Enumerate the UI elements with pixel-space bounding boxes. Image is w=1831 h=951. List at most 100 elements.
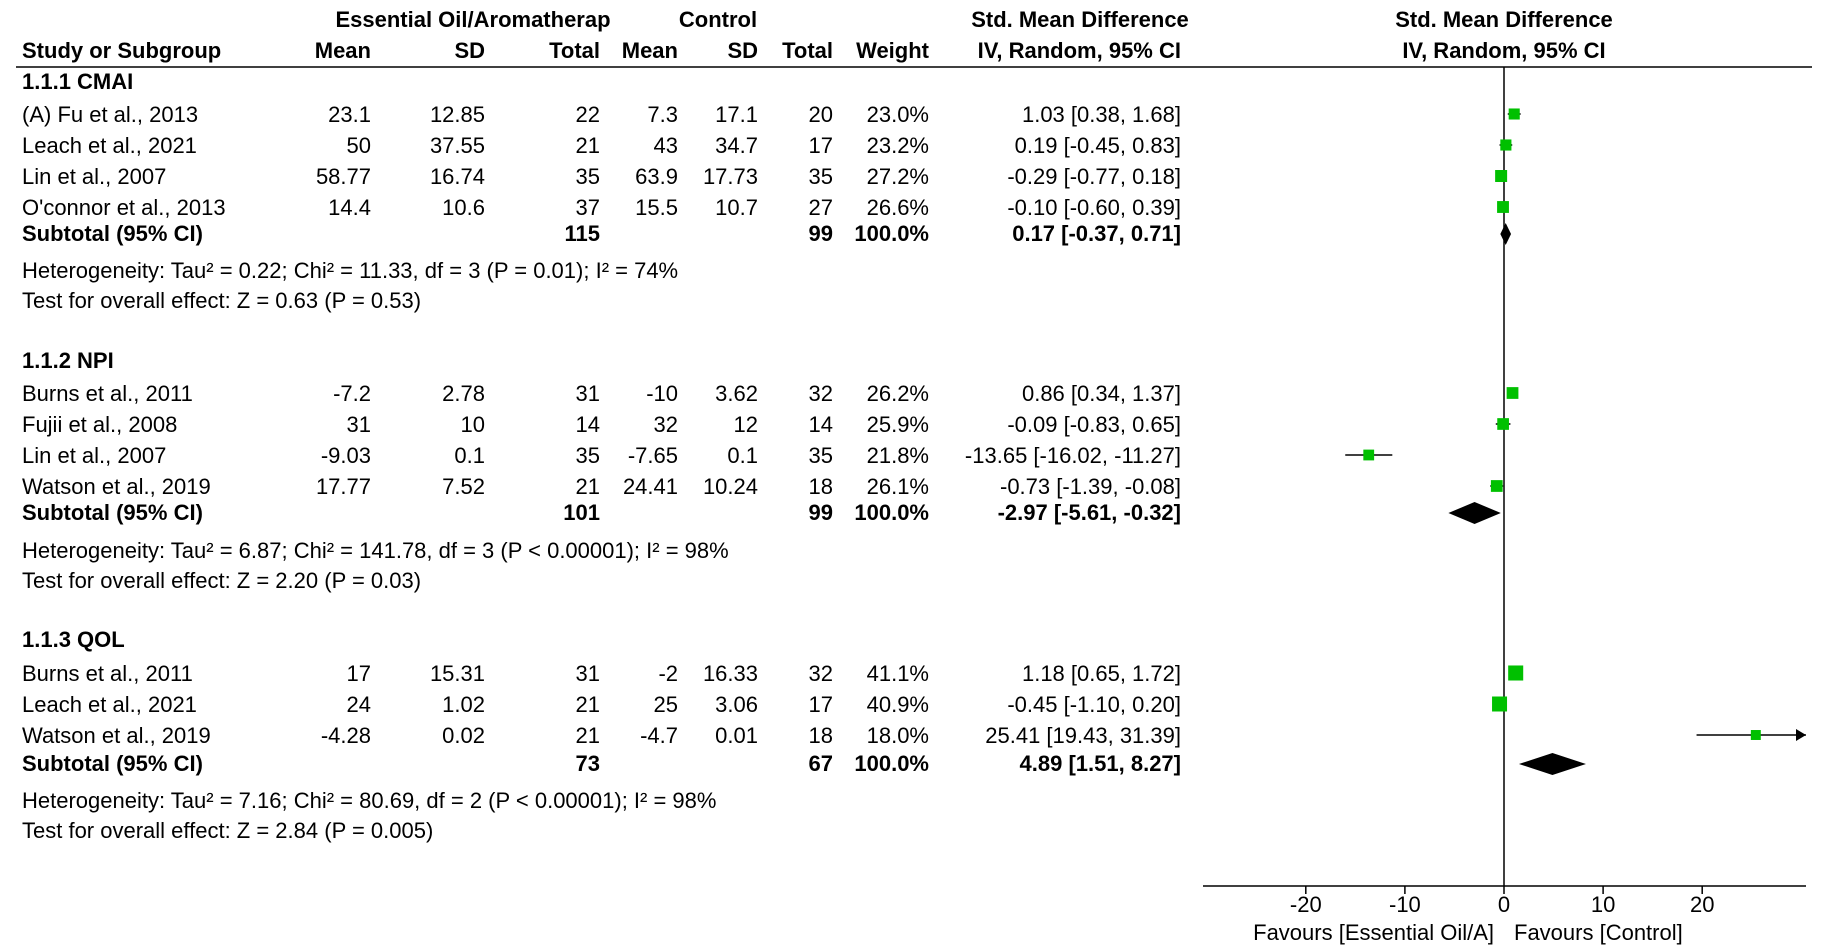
group-2-study-4-total2: 18 <box>809 474 833 499</box>
group-2-study-4-mean1: 17.77 <box>316 474 371 499</box>
group-3-subtotal-weight: 100.0% <box>854 751 929 776</box>
group-3-study-3-study: Watson et al., 2019 <box>22 723 211 748</box>
group-3-study-1-mean1: 17 <box>347 661 371 686</box>
group-2-subtotal-total1: 101 <box>563 500 600 525</box>
group-2-study-2-point <box>1497 418 1509 430</box>
x-tick-label-5: 20 <box>1690 892 1714 917</box>
column-header-method: IV, Random, 95% CI <box>978 38 1181 63</box>
group-1-study-3-sd1: 16.74 <box>430 164 485 189</box>
group-1-study-1-weight: 23.0% <box>867 102 929 127</box>
group-1-study-3-sd2: 17.73 <box>703 164 758 189</box>
group-2-study-3-sd1: 0.1 <box>454 443 485 468</box>
group-2-study-1-total1: 31 <box>576 381 600 406</box>
group-2-study-2-total1: 14 <box>576 412 600 437</box>
group-1-study-4-mean1: 14.4 <box>328 195 371 220</box>
group-3-overall-effect: Test for overall effect: Z = 2.84 (P = 0… <box>22 818 433 843</box>
column-header-total2: Total <box>782 38 833 63</box>
group-3-subtotal-total2: 67 <box>809 751 833 776</box>
group-2-study-4-point <box>1490 480 1503 492</box>
group-2-title: 1.1.2 NPI <box>22 348 114 373</box>
group-2-study-3-point <box>1363 449 1375 461</box>
group-2-study-3-ci: -13.65 [-16.02, -11.27] <box>965 443 1181 468</box>
group-2-study-4-ci: -0.73 [-1.39, -0.08] <box>1000 474 1181 499</box>
group-3-subtotal-total1: 73 <box>576 751 600 776</box>
column-header-weight: Weight <box>856 38 930 63</box>
group-3-study-1-study: Burns et al., 2011 <box>22 661 193 686</box>
group-1-study-2-total1: 21 <box>576 133 600 158</box>
column-header-total1: Total <box>549 38 600 63</box>
group-1-study-2-sd2: 34.7 <box>715 133 758 158</box>
group-2-study-3-weight: 21.8% <box>867 443 929 468</box>
group-1-subtotal-ci: 0.17 [-0.37, 0.71] <box>1012 221 1181 246</box>
group-3-study-1-total2: 32 <box>809 661 833 686</box>
group-2-study-4-sd2: 10.24 <box>703 474 758 499</box>
group-2-study-1-weight: 26.2% <box>867 381 929 406</box>
group-1-study-1-point <box>1508 108 1520 120</box>
group-3-study-2-sd2: 3.06 <box>715 692 758 717</box>
group-2-study-2-sd1: 10 <box>461 412 485 437</box>
group-3-study-1-weight: 41.1% <box>867 661 929 686</box>
group-2-study-4-weight: 26.1% <box>867 474 929 499</box>
group-3-study-3-weight: 18.0% <box>867 723 929 748</box>
group-1-study-2-ci: 0.19 [-0.45, 0.83] <box>1015 133 1181 158</box>
group-1-study-2-mean2: 43 <box>654 133 678 158</box>
group-2-study-2-study: Fujii et al., 2008 <box>22 412 177 437</box>
group-3-study-3-mean1: -4.28 <box>321 723 371 748</box>
group-1-study-1-total2: 20 <box>809 102 833 127</box>
group-3-study-2-study: Leach et al., 2021 <box>22 692 197 717</box>
group-3-study-3-ci: 25.41 [19.43, 31.39] <box>985 723 1181 748</box>
group-1-study-4-sd1: 10.6 <box>442 195 485 220</box>
group-1-study-4-ci: -0.10 [-0.60, 0.39] <box>1007 195 1181 220</box>
group-2-overall-effect: Test for overall effect: Z = 2.20 (P = 0… <box>22 568 421 593</box>
group-3-study-3-total2: 18 <box>809 723 833 748</box>
group-3-subtotal-label: Subtotal (95% CI) <box>22 751 203 776</box>
group-2-study-1-sd1: 2.78 <box>442 381 485 406</box>
group-1-study-1-sd1: 12.85 <box>430 102 485 127</box>
group-2-study-2-mean1: 31 <box>347 412 371 437</box>
favours-right-label: Favours [Control] <box>1514 920 1683 945</box>
group-2-heterogeneity: Heterogeneity: Tau² = 6.87; Chi² = 141.7… <box>22 538 729 563</box>
group-1-study-3-total1: 35 <box>576 164 600 189</box>
group-2-subtotal-total2: 99 <box>809 500 833 525</box>
group-1-study-4-study: O'connor et al., 2013 <box>22 195 226 220</box>
group-1-study-4-point <box>1497 201 1509 213</box>
group-1-title: 1.1.1 CMAI <box>22 69 133 94</box>
group-1-subtotal-total1: 115 <box>565 221 601 246</box>
group-1-study-4-mean2: 15.5 <box>635 195 678 220</box>
group-2-study-2-weight: 25.9% <box>867 412 929 437</box>
group-2-study-1-mean1: -7.2 <box>333 381 371 406</box>
header-group2: Control <box>679 7 757 32</box>
group-1-study-2-sd1: 37.55 <box>430 133 485 158</box>
group-1-study-2-mean1: 50 <box>347 133 371 158</box>
group-1-study-3-total2: 35 <box>809 164 833 189</box>
group-2-study-1-mean2: -10 <box>646 381 678 406</box>
group-1-study-2-study: Leach et al., 2021 <box>22 133 197 158</box>
group-2-subtotal-label: Subtotal (95% CI) <box>22 500 203 525</box>
group-2-study-3-mean1: -9.03 <box>321 443 371 468</box>
group-3-subtotal-diamond <box>1518 753 1586 775</box>
group-2-study-3-mean2: -7.65 <box>628 443 678 468</box>
group-3-study-3-ci-arrow <box>1796 729 1806 741</box>
plot-header-method: IV, Random, 95% CI <box>1402 38 1605 63</box>
column-header-study: Study or Subgroup <box>22 38 221 63</box>
group-1-heterogeneity: Heterogeneity: Tau² = 0.22; Chi² = 11.33… <box>22 258 678 283</box>
group-3-study-2-mean1: 24 <box>347 692 371 717</box>
group-3-study-3-mean2: -4.7 <box>640 723 678 748</box>
favours-left-label: Favours [Essential Oil/A] <box>1253 920 1494 945</box>
group-3-study-2-sd1: 1.02 <box>442 692 485 717</box>
header-group1: Essential Oil/Aromatherap <box>335 7 610 32</box>
group-2-study-2-ci: -0.09 [-0.83, 0.65] <box>1007 412 1181 437</box>
group-1-study-1-ci: 1.03 [0.38, 1.68] <box>1022 102 1181 127</box>
column-header-sd1: SD <box>454 38 485 63</box>
group-3-study-2-weight: 40.9% <box>867 692 929 717</box>
group-2-study-3-total1: 35 <box>576 443 600 468</box>
group-1-study-2-point <box>1500 139 1512 151</box>
group-1-overall-effect: Test for overall effect: Z = 0.63 (P = 0… <box>22 288 421 313</box>
group-1-study-4-total2: 27 <box>809 195 833 220</box>
group-1-study-1-mean2: 7.3 <box>647 102 678 127</box>
group-3-heterogeneity: Heterogeneity: Tau² = 7.16; Chi² = 80.69… <box>22 788 716 813</box>
group-3-study-3-sd2: 0.01 <box>715 723 758 748</box>
group-1-study-4-sd2: 10.7 <box>715 195 758 220</box>
group-1-subtotal-weight: 100.0% <box>854 221 929 246</box>
